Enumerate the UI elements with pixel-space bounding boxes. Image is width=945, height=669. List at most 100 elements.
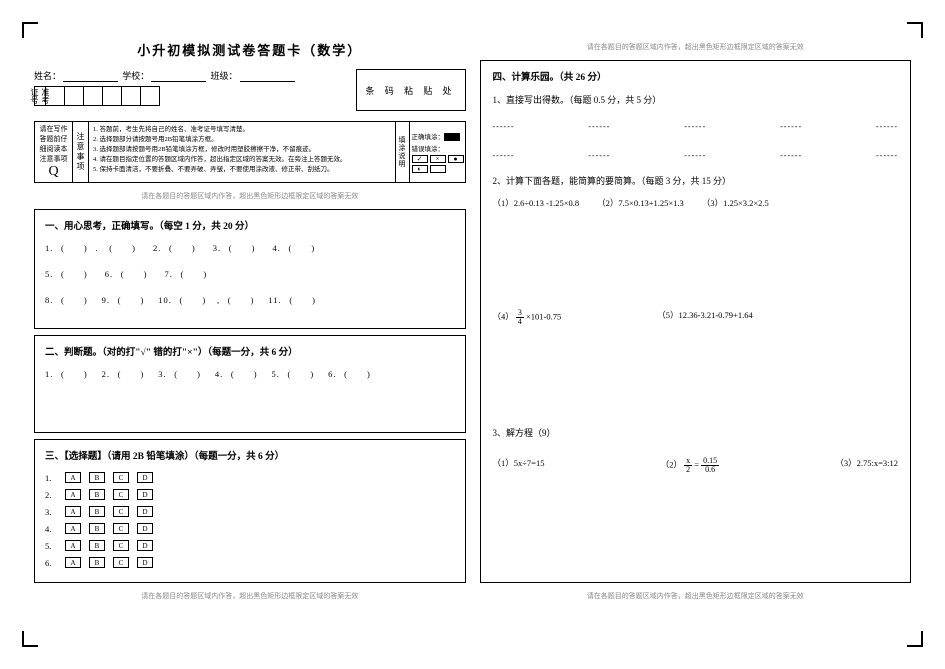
s4-p1-title: 1、直接写出得数。（每题 0.5 分，共 5 分）	[493, 93, 899, 106]
blank-field[interactable]: ( )	[161, 242, 203, 254]
mc-option[interactable]: A	[65, 472, 81, 483]
mc-num: 3.	[45, 507, 57, 517]
wrong-sample: ◐	[412, 165, 428, 173]
id-cell[interactable]	[121, 86, 141, 106]
section-1-title: 一、用心思考，正确填写。（每空 1 分，共 20 分）	[45, 218, 455, 232]
work-area[interactable]	[493, 336, 899, 426]
id-cell[interactable]	[83, 86, 103, 106]
mc-option[interactable]: A	[65, 557, 81, 568]
instructions-body: 1. 答题前，考生先将自己的姓名、准考证号填写清楚。 2. 选择题部分请按题号用…	[89, 122, 395, 182]
name-field[interactable]	[63, 72, 118, 82]
section-3-title: 三、【选择题】（请用 2B 铅笔填涂）（每题一分，共 6 分）	[45, 448, 455, 462]
mc-option[interactable]: D	[137, 540, 153, 551]
mc-option[interactable]: C	[113, 540, 129, 551]
section-4-title: 四、计算乐园。（共 26 分）	[493, 69, 899, 83]
mc-row: 1.ABCD	[45, 472, 455, 483]
class-label: 班级：	[211, 69, 238, 82]
mc-row: 2. ABCD	[45, 489, 455, 500]
mc-option[interactable]: A	[65, 506, 81, 517]
q-num: 1.	[45, 369, 53, 379]
mc-option[interactable]: C	[113, 489, 129, 500]
corner-br	[907, 631, 923, 647]
mc-option[interactable]: B	[89, 523, 105, 534]
work-area[interactable]	[493, 474, 899, 574]
id-cell[interactable]	[102, 86, 122, 106]
mc-option[interactable]: A	[65, 489, 81, 500]
school-field[interactable]	[151, 72, 206, 82]
calc-label: （4）	[493, 311, 514, 321]
student-info: 姓名： 学校： 班级： 准考证号	[34, 69, 346, 106]
mc-row: 5.ABCD	[45, 540, 455, 551]
q-num: 6.	[105, 269, 113, 279]
mc-option[interactable]: B	[89, 489, 105, 500]
instructions-vert-label: 注意事项	[73, 122, 89, 182]
dash-row: ------ ------ ------ ------ ------	[493, 122, 899, 131]
section-1: 一、用心思考，正确填写。（每空 1 分，共 20 分） 1.( ). ( ) 2…	[34, 209, 466, 329]
blank-field[interactable]: ( )	[113, 268, 155, 280]
mc-option[interactable]: A	[65, 540, 81, 551]
q-num: 6.	[328, 369, 336, 379]
mc-option[interactable]: A	[65, 523, 81, 534]
mc-option[interactable]: B	[89, 506, 105, 517]
fraction: 0.15 0.6	[701, 457, 719, 474]
blank-field[interactable]: ( )	[110, 294, 152, 306]
blank-field[interactable]: ( )	[221, 242, 263, 254]
fill-guide-label: 填涂说明	[396, 122, 410, 182]
blank-field[interactable]: ( )	[102, 242, 144, 254]
class-field[interactable]	[240, 72, 295, 82]
judge-field[interactable]: ( )	[167, 368, 209, 380]
mc-option[interactable]: C	[113, 472, 129, 483]
mc-row: 4. ABCD	[45, 523, 455, 534]
judge-field[interactable]: ( )	[53, 368, 95, 380]
id-cell[interactable]	[64, 86, 84, 106]
q-num: 2.	[153, 243, 161, 253]
judge-field[interactable]: ( )	[337, 368, 379, 380]
blank-field[interactable]: ( )	[53, 294, 95, 306]
dash: ------	[780, 122, 802, 131]
mc-option[interactable]: C	[113, 557, 129, 568]
dash: ------	[588, 151, 610, 160]
judge-field[interactable]: ( )	[280, 368, 322, 380]
blank-field[interactable]: ( )	[53, 268, 95, 280]
calc-item: （5）12.36-3.21-0.79+1.64	[657, 309, 752, 326]
mc-option[interactable]: D	[137, 523, 153, 534]
mc-option[interactable]: D	[137, 506, 153, 517]
blank-field[interactable]: ( )	[281, 242, 323, 254]
mc-num: 2.	[45, 490, 57, 500]
instruction-line: 4. 请在题目指定位置的答题区域内作答，超出指定区域的答案无效。在旁注上答题无效…	[93, 155, 391, 164]
notice-top-right: 请在各题目的答题区域内作答，超出黑色矩形边框限定区域的答案无效	[480, 40, 912, 54]
frac-den: 0.6	[703, 466, 717, 474]
dash: ------	[588, 122, 610, 131]
section-2-title: 二、判断题。（对的打"√" 错的打"×"）（每题一分，共 6 分）	[45, 344, 455, 358]
id-cell[interactable]	[45, 86, 65, 106]
mc-option[interactable]: B	[89, 540, 105, 551]
judge-field[interactable]: ( )	[110, 368, 152, 380]
mc-option[interactable]: B	[89, 472, 105, 483]
blank-field[interactable]: ( )	[173, 268, 215, 280]
notice-top: 请在各题目的答题区域内作答，超出黑色矩形边框限定区域的答案无效	[34, 189, 466, 203]
q-num: 3.	[213, 243, 221, 253]
blank-field[interactable]: ( )	[53, 242, 95, 254]
work-area[interactable]	[493, 219, 899, 309]
dash: ------	[684, 122, 706, 131]
mc-option[interactable]: D	[137, 557, 153, 568]
fraction: 3 4	[516, 309, 524, 326]
eq-item: （1）5x÷7=15	[493, 457, 545, 474]
blank-field[interactable]: ( )	[220, 294, 262, 306]
fraction: x 2	[684, 457, 692, 474]
q-num: 8.	[45, 295, 53, 305]
mc-option[interactable]: B	[89, 557, 105, 568]
blank-field[interactable]: ( )	[172, 294, 214, 306]
mc-option[interactable]: C	[113, 523, 129, 534]
id-cell[interactable]	[140, 86, 160, 106]
q-num: 4.	[273, 243, 281, 253]
mc-option[interactable]: C	[113, 506, 129, 517]
page: 小升初模拟测试卷答题卡（数学） 姓名： 学校： 班级： 准考证号	[20, 20, 925, 623]
q-num: 3.	[158, 369, 166, 379]
blank-field[interactable]: ( )	[282, 294, 324, 306]
mc-option[interactable]: D	[137, 489, 153, 500]
mc-num: 4.	[45, 524, 57, 534]
mc-option[interactable]: D	[137, 472, 153, 483]
judge-field[interactable]: ( )	[223, 368, 265, 380]
instructions-left-text: 请在写作答题前仔细阅读本注意事项	[37, 124, 70, 164]
